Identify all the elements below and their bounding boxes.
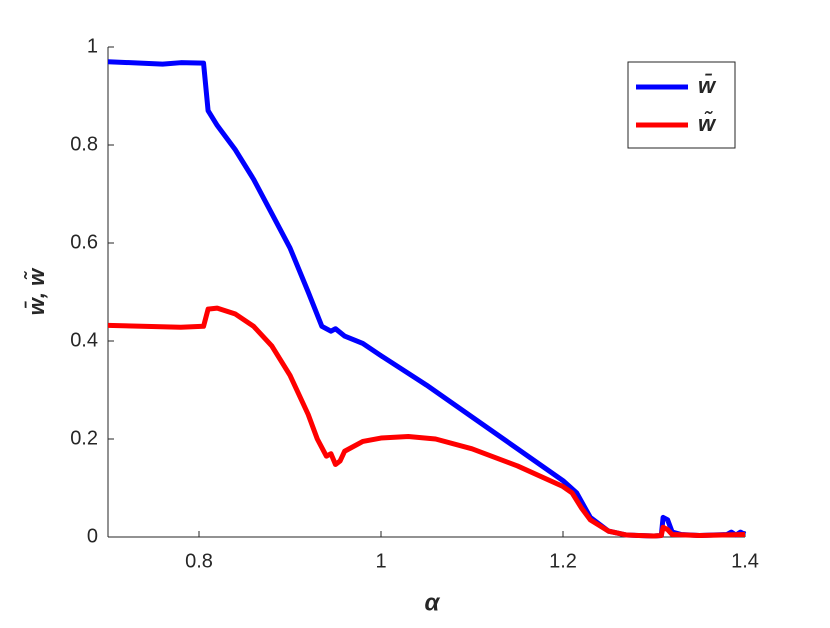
x-tick-label: 1: [375, 550, 386, 572]
y-tick-label: 1: [87, 35, 98, 57]
data-line: [107, 305, 746, 539]
y-tick-label: 0.4: [70, 329, 98, 351]
y-tick-label: 0.2: [70, 427, 98, 449]
legend-box: [627, 61, 736, 149]
y-tick-label: 0: [87, 525, 98, 547]
x-axis-label: α: [425, 589, 441, 616]
x-tick-label: 0.8: [185, 550, 213, 572]
y-tick-label: 0.8: [70, 133, 98, 155]
legend-label: w̃: [698, 111, 717, 136]
y-tick-label: 0.6: [70, 231, 98, 253]
y-axis-label: w̄, w̃: [24, 267, 49, 315]
legend-label: w̄: [698, 73, 717, 98]
x-tick-label: 1.4: [731, 550, 759, 572]
x-tick-label: 1.2: [549, 550, 577, 572]
